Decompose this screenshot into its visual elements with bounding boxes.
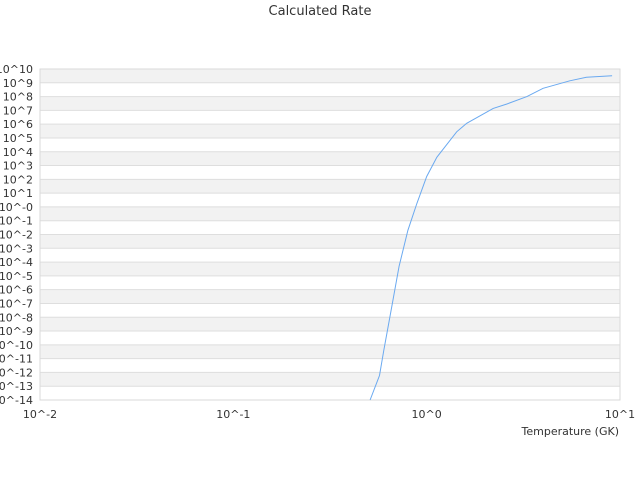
y-tick-label: 10^-13 [0, 380, 33, 393]
y-tick-label: 10^-9 [0, 325, 33, 338]
y-tick-label: 10^7 [3, 104, 33, 117]
y-tick-label: 10^10 [0, 63, 33, 76]
grid-band [40, 69, 620, 83]
y-tick-label: 10^-11 [0, 353, 33, 366]
y-tick-label: 10^5 [3, 132, 33, 145]
y-tick-label: 10^-14 [0, 394, 33, 407]
grid-band [40, 317, 620, 332]
grid-band [40, 234, 620, 249]
y-tick-label: 10^6 [3, 118, 33, 131]
x-tick-label: 10^1 [605, 408, 635, 421]
series-line [369, 75, 613, 401]
grid-band [40, 372, 620, 387]
x-tick-label: 10^-2 [23, 408, 57, 421]
y-tick-label: 10^-2 [0, 229, 33, 242]
y-tick-label: 10^-5 [0, 270, 33, 283]
y-tick-label: 10^3 [3, 160, 33, 173]
x-tick-label: 10^0 [412, 408, 442, 421]
y-tick-label: 10^-1 [0, 215, 33, 228]
y-tick-label: 10^-4 [0, 256, 33, 269]
grid-band [40, 179, 620, 194]
grid-band [40, 289, 620, 304]
x-tick-label: 10^-1 [216, 408, 250, 421]
grid-band [40, 344, 620, 359]
y-tick-label: 10^-6 [0, 284, 33, 297]
y-tick-label: 10^8 [3, 91, 33, 104]
y-tick-label: 10^9 [3, 77, 33, 90]
grid-band [40, 124, 620, 138]
x-axis-label: Temperature (GK) [521, 425, 620, 438]
y-tick-label: 10^-12 [0, 366, 33, 379]
grid-band [40, 206, 620, 221]
y-tick-label: 10^4 [3, 146, 33, 159]
y-tick-label: 10^-10 [0, 339, 33, 352]
y-tick-label: 10^-7 [0, 297, 33, 310]
grid-band [40, 262, 620, 276]
chart-title: Calculated Rate [268, 4, 372, 19]
y-tick-label: 10^-0 [0, 201, 33, 214]
y-tick-label: 10^1 [3, 187, 33, 200]
y-tick-label: 10^-3 [0, 242, 33, 255]
plot-frame [39, 68, 621, 401]
y-tick-label: 10^2 [3, 173, 33, 186]
grid-band [40, 96, 620, 111]
grid-band [40, 151, 620, 166]
y-tick-label: 10^-8 [0, 311, 33, 324]
